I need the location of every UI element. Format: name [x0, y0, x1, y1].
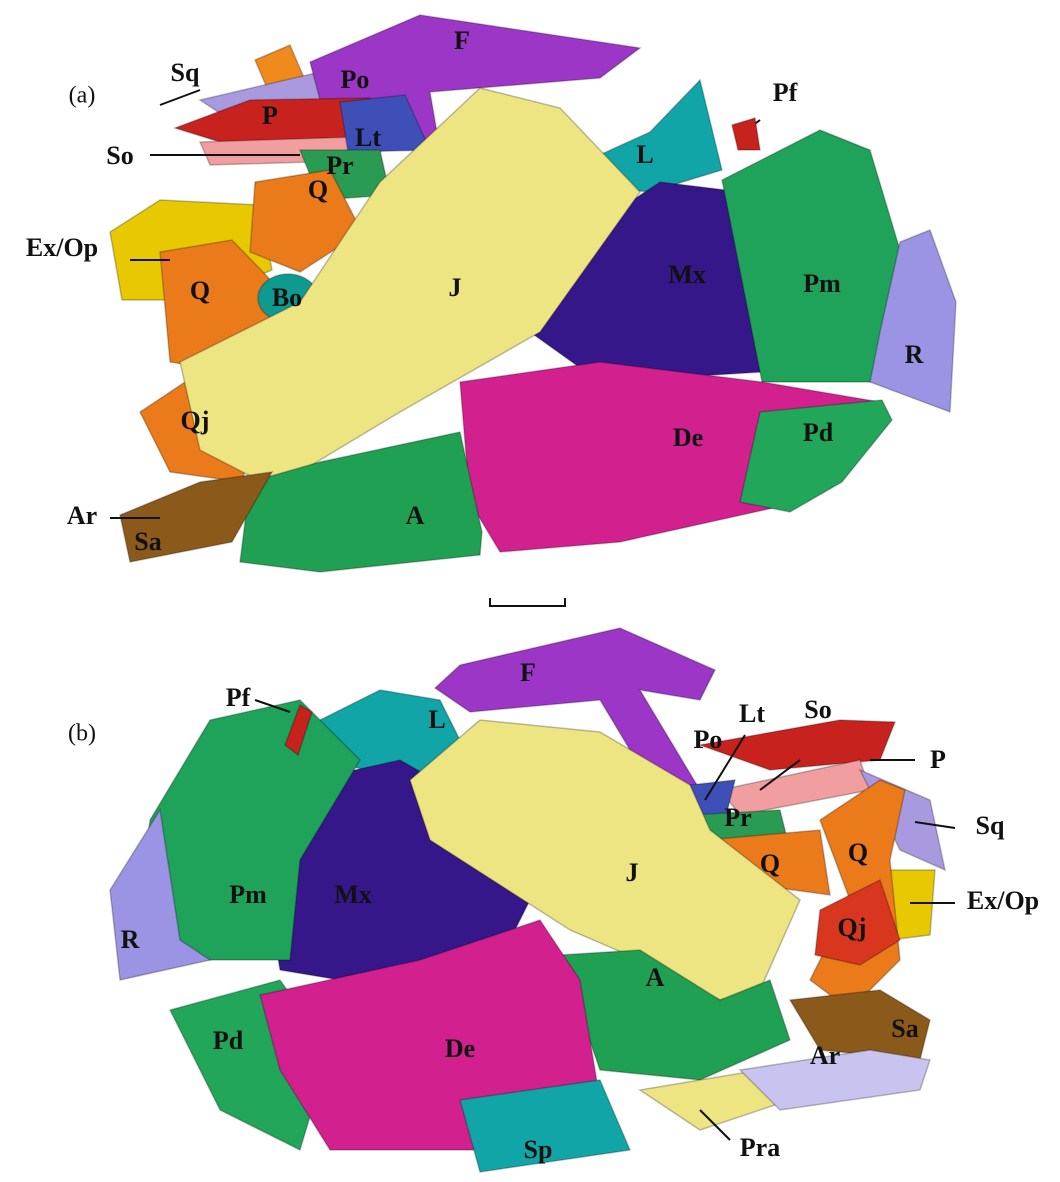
bone-label: Sa [134, 527, 161, 556]
bone-label: P [930, 745, 946, 774]
bone-label: Pm [229, 880, 267, 909]
bone-label: So [804, 695, 831, 724]
bone-label: Pd [803, 418, 834, 447]
bone-label: Qj [181, 406, 210, 435]
bone-label: Q [190, 276, 210, 305]
bone-label: P [262, 101, 278, 130]
bone [740, 400, 892, 512]
bone-label: So [106, 141, 133, 170]
bone-label: R [121, 925, 140, 954]
bone-label: Ex/Op [967, 886, 1039, 915]
bone-label: Mx [668, 260, 706, 289]
bone-label: J [626, 858, 639, 887]
bone-label: L [636, 140, 653, 169]
bone [732, 118, 760, 150]
bone-label: F [454, 26, 470, 55]
bone-label: Ex/Op [26, 233, 98, 262]
bone-label: F [520, 658, 536, 687]
bone-label: De [673, 423, 703, 452]
panel-label: (a) [69, 83, 96, 109]
bone-label: Sp [524, 1135, 553, 1164]
bone-label: A [406, 501, 425, 530]
bone-label: Q [848, 838, 868, 867]
bone-label: Sa [891, 1014, 918, 1043]
bone-label: Po [694, 725, 723, 754]
bone-label: Mx [334, 880, 372, 909]
bone-label: R [905, 340, 924, 369]
bone-label: Bo [272, 283, 302, 312]
bone-label: A [646, 963, 665, 992]
bone-label: Po [341, 65, 370, 94]
bone-label: Ar [810, 1041, 840, 1070]
bone-label: De [445, 1034, 475, 1063]
bone-label: Qj [838, 913, 867, 942]
bone-label: J [449, 273, 462, 302]
bone-label: Sq [171, 58, 200, 87]
bone-label: Pd [213, 1026, 244, 1055]
scale-bar [490, 598, 565, 606]
leader-line [160, 90, 200, 105]
bone-label: Q [760, 849, 780, 878]
bone-label: Lt [739, 699, 765, 728]
bone-label: Sq [976, 811, 1005, 840]
figure: (a)SqPoFPfPLtSoLPrQEx/OpQBoJMxPmRQjDePdA… [0, 0, 1060, 1182]
bone-label: Ar [67, 501, 97, 530]
bone-label: Pr [326, 151, 353, 180]
bone-label: L [428, 705, 445, 734]
bone-label: Pm [803, 269, 841, 298]
bone-label: Q [308, 175, 328, 204]
bone-label: Pr [724, 803, 751, 832]
panel-label: (b) [68, 721, 96, 747]
bone-label: Pra [740, 1133, 780, 1162]
bone-label: Lt [355, 123, 381, 152]
bone-label: Pf [226, 683, 251, 712]
bone-label: Pf [773, 78, 798, 107]
